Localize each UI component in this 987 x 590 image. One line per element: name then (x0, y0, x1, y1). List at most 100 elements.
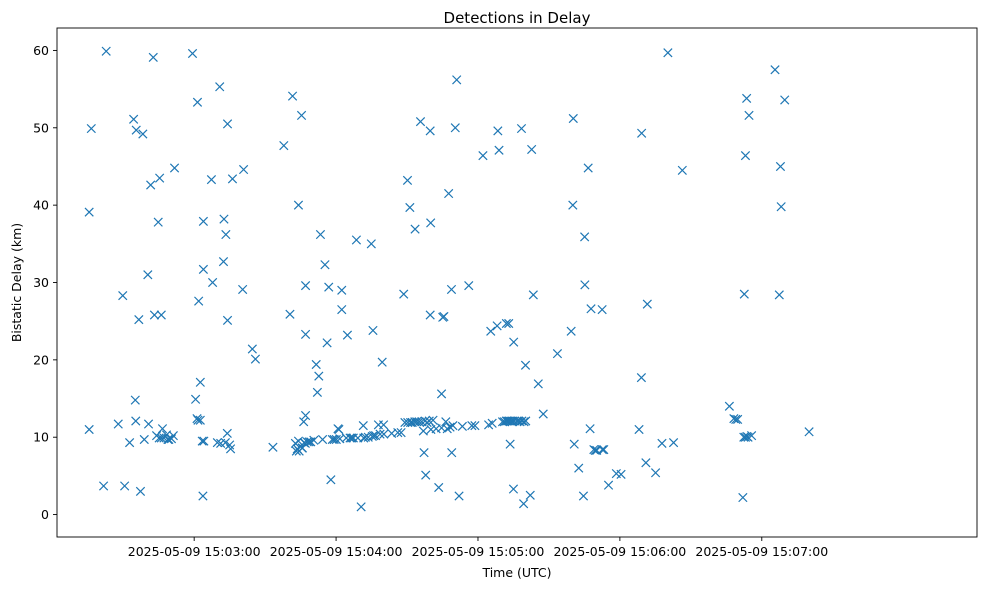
data-point (494, 145, 504, 155)
data-point (247, 344, 257, 354)
data-point (580, 280, 590, 290)
data-point (312, 387, 323, 397)
data-point (187, 48, 198, 59)
data-point (84, 207, 94, 217)
data-point (215, 82, 225, 92)
data-point (345, 433, 355, 443)
data-point (222, 428, 232, 438)
data-point (804, 427, 814, 437)
data-point (238, 284, 248, 295)
data-point (324, 282, 334, 292)
data-point (348, 433, 358, 443)
data-point (306, 437, 316, 447)
data-point (131, 125, 141, 135)
data-point (163, 434, 173, 445)
data-point (724, 401, 735, 411)
data-point (450, 123, 460, 133)
data-point (198, 491, 208, 501)
data-point (317, 434, 328, 445)
data-point (599, 444, 609, 455)
data-point (505, 439, 515, 449)
data-point (434, 482, 444, 493)
data-point (634, 424, 644, 435)
data-point (657, 438, 667, 449)
data-point (405, 202, 415, 213)
data-point (293, 200, 304, 210)
data-point (148, 52, 158, 63)
data-point (193, 415, 203, 425)
data-point (225, 444, 236, 454)
data-point (221, 229, 231, 240)
data-point (425, 310, 435, 320)
data-point (334, 424, 344, 435)
data-point (153, 217, 163, 227)
x-tick-label: 2025-05-09 15:05:00 (412, 544, 545, 559)
data-point (410, 417, 420, 427)
data-point (517, 416, 527, 426)
data-point (444, 188, 454, 199)
data-point (569, 439, 579, 449)
data-point (447, 448, 457, 458)
data-point (342, 330, 353, 340)
data-point (143, 270, 153, 280)
data-point (327, 434, 337, 445)
data-point (421, 470, 431, 480)
data-point (486, 326, 496, 336)
data-point (780, 95, 790, 105)
data-point (424, 416, 434, 426)
data-point (399, 289, 409, 299)
data-point (356, 502, 366, 512)
y-tick-label: 0 (41, 507, 49, 522)
data-point (190, 394, 201, 404)
data-point (287, 91, 298, 101)
data-point (199, 436, 209, 446)
data-point (149, 310, 160, 320)
data-point (207, 277, 218, 288)
data-point (776, 202, 786, 212)
data-point (452, 75, 462, 85)
data-point (729, 414, 739, 424)
data-point (168, 431, 178, 441)
y-tick-label: 50 (33, 120, 49, 135)
data-point (518, 499, 529, 509)
data-point (650, 468, 661, 478)
data-point (268, 442, 278, 452)
data-point (568, 113, 578, 124)
data-point (378, 420, 389, 430)
y-tick-label: 40 (33, 198, 49, 213)
data-point (739, 432, 749, 442)
data-point (508, 484, 519, 494)
data-point (538, 409, 548, 419)
data-point (519, 417, 529, 427)
data-point (740, 151, 751, 161)
data-point (300, 410, 311, 421)
data-point (227, 174, 238, 184)
data-point (291, 446, 301, 456)
data-point (528, 290, 538, 300)
x-tick-label: 2025-05-09 15:04:00 (270, 544, 403, 559)
data-point (501, 318, 511, 329)
data-point (425, 126, 435, 136)
data-point (314, 371, 324, 381)
data-point (393, 427, 403, 438)
data-point (663, 48, 673, 58)
data-point (154, 433, 164, 443)
data-point (311, 359, 321, 370)
data-point (197, 436, 207, 446)
data-point (169, 163, 180, 173)
data-point (668, 438, 679, 448)
data-point (521, 416, 531, 426)
data-point (299, 417, 309, 427)
data-point (131, 416, 141, 426)
data-point (774, 290, 784, 300)
data-point (492, 321, 502, 331)
data-point (574, 463, 584, 473)
data-point (603, 480, 614, 490)
data-point (516, 123, 527, 134)
data-point (293, 436, 304, 446)
data-point (337, 304, 347, 315)
data-point (585, 424, 595, 434)
data-point (415, 116, 426, 127)
data-point (285, 309, 295, 319)
data-point (436, 389, 447, 399)
